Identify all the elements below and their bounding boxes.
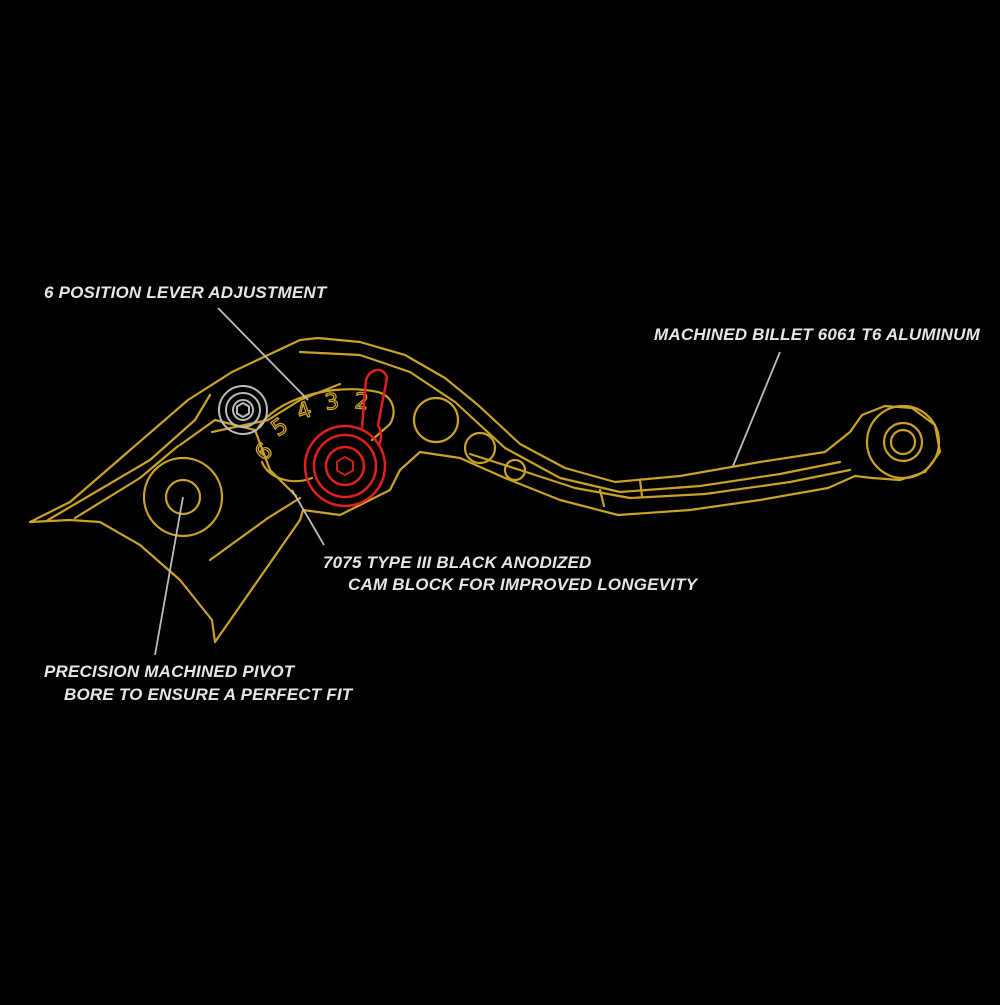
leader-material bbox=[732, 351, 781, 467]
pivot-bore-outer bbox=[142, 456, 224, 538]
brake-lever-outline-icon bbox=[28, 336, 942, 644]
pivot-bore-inner bbox=[164, 478, 202, 516]
leader-cam-block bbox=[291, 489, 325, 546]
perch-lower-web bbox=[208, 496, 302, 562]
adjuster-position: 5 bbox=[267, 413, 293, 442]
adjuster-recess bbox=[256, 388, 395, 442]
leader-pivot bbox=[154, 496, 184, 656]
lightening-hole-medium bbox=[463, 431, 497, 465]
adjuster-position: 3 bbox=[323, 389, 340, 416]
adjuster-position: 6 bbox=[251, 439, 279, 467]
callout-material: MACHINED BILLET 6061 T6 ALUMINUM bbox=[654, 325, 980, 344]
tip-ball-inner bbox=[882, 421, 924, 463]
leader-lever-adjustment bbox=[217, 307, 309, 401]
callout-pivot-line2: BORE TO ENSURE A PERFECT FIT bbox=[64, 685, 353, 704]
leader-lines bbox=[154, 307, 781, 656]
lever-inner-line-lower bbox=[468, 452, 852, 500]
callout-pivot-line1: PRECISION MACHINED PIVOT bbox=[44, 662, 295, 681]
callout-cam-block-line1: 7075 TYPE III BLACK ANODIZED bbox=[323, 553, 592, 572]
tip-ball-center bbox=[889, 428, 917, 456]
adjuster-position: 4 bbox=[294, 397, 316, 425]
hex-screw-icon bbox=[218, 385, 268, 435]
callout-cam-block-line2: CAM BLOCK FOR IMPROVED LONGEVITY bbox=[348, 575, 698, 594]
adjuster-position: 2 bbox=[353, 389, 369, 415]
lightening-hole-large bbox=[412, 396, 460, 444]
lever-seam-2 bbox=[598, 488, 606, 508]
lever-seam bbox=[638, 478, 644, 498]
lever-inner-line bbox=[298, 350, 842, 494]
tip-ball-outer bbox=[865, 404, 941, 480]
perch-wedge bbox=[46, 393, 212, 522]
callout-lever-adjustment: 6 POSITION LEVER ADJUSTMENT bbox=[44, 283, 327, 302]
perch-wedge-inner bbox=[73, 444, 180, 520]
cam-block-red-icon bbox=[303, 368, 389, 508]
lightening-hole-small bbox=[503, 458, 527, 482]
